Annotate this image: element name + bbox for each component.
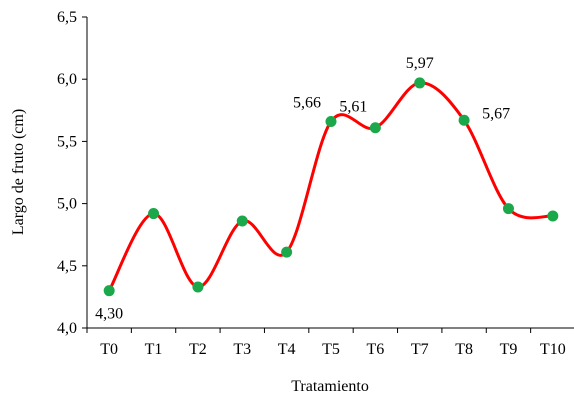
y-tick-label: 4,5: [57, 258, 77, 275]
x-tick-label: T6: [366, 341, 384, 358]
data-point-t5: [325, 115, 337, 127]
x-tick-label: T4: [278, 341, 296, 358]
x-tick-label: T0: [100, 341, 118, 358]
data-label-t7: 5,97: [406, 55, 434, 72]
y-axis-ticks: 4,0 4,5 5,0 5,5 6,0 6,5: [57, 9, 87, 337]
y-axis-title: Largo de fruto (cm): [10, 109, 27, 235]
x-tick-label: T7: [411, 341, 429, 358]
data-point-t6: [369, 122, 381, 134]
data-label-t0: 4,30: [95, 306, 123, 323]
data-point-t7: [414, 77, 426, 89]
data-point-t3: [236, 215, 248, 227]
data-labels: 4,30 5,66 5,61 5,97 5,67: [95, 55, 510, 323]
y-tick-label: 5,0: [57, 196, 77, 213]
x-tick-label: T3: [233, 341, 251, 358]
data-point-t8: [458, 114, 470, 126]
y-tick-label: 5,5: [57, 133, 77, 150]
data-label-t6: 5,61: [339, 99, 367, 116]
data-point-t0: [103, 285, 115, 297]
data-point-t2: [192, 281, 204, 293]
x-tick-label: T1: [145, 341, 163, 358]
data-point-t10: [547, 210, 559, 222]
x-tick-label: T10: [540, 341, 566, 358]
x-tick-label: T5: [322, 341, 340, 358]
data-points: [103, 77, 559, 297]
x-axis-ticks: T0 T1 T2 T3 T4 T5 T6 T7 T8 T9 T10: [86, 328, 566, 358]
data-point-t4: [281, 246, 293, 258]
data-point-t1: [148, 208, 160, 220]
y-tick-label: 6,5: [57, 9, 77, 26]
x-tick-label: T9: [500, 341, 518, 358]
data-point-t9: [502, 203, 514, 215]
data-label-t5: 5,66: [293, 94, 321, 111]
series-line: [107, 81, 555, 293]
x-tick-label: T8: [455, 341, 473, 358]
y-tick-label: 4,0: [57, 320, 77, 337]
x-tick-label: T2: [189, 341, 207, 358]
x-axis-title: Tratamiento: [291, 378, 369, 395]
data-label-t8: 5,67: [482, 105, 510, 122]
y-tick-label: 6,0: [57, 71, 77, 88]
